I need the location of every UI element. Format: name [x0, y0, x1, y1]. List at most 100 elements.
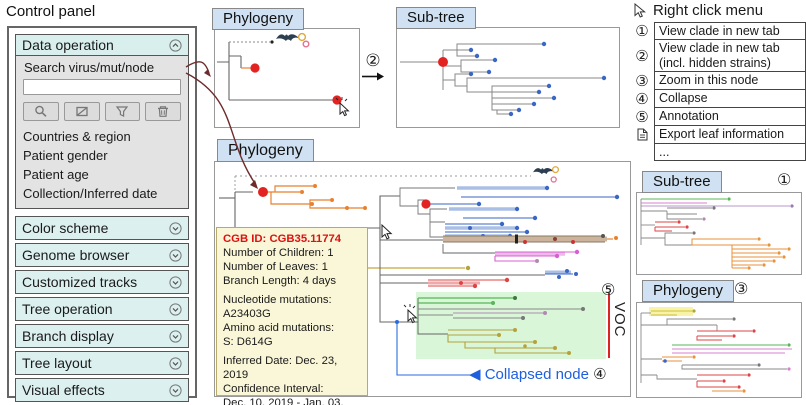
- tooltip-ci-value: Dec. 10, 2019 - Jan. 03, 2020: [223, 397, 344, 405]
- menu-item-view-clade[interactable]: ① View clade in new tab: [630, 22, 806, 41]
- menu-item-view-clade-hidden[interactable]: ② View clade in new tab (incl. hidden st…: [630, 39, 806, 73]
- tree-node-red: [332, 95, 342, 105]
- filter-item-age[interactable]: Patient age: [23, 167, 89, 182]
- chevron-down-circled-icon[interactable]: [169, 248, 182, 262]
- tooltip-branch-length: Branch Length: 4 days: [223, 275, 337, 287]
- tree-node-red: [438, 57, 448, 67]
- collapsed-branch: [396, 322, 471, 376]
- section-label: Tree operation: [22, 301, 113, 317]
- sidebar-section-customized-tracks[interactable]: Customized tracks: [15, 270, 189, 294]
- tab-phylogeny-main[interactable]: Phylogeny: [217, 139, 314, 162]
- voc-highlight-region: [416, 292, 606, 359]
- chevron-down-circled-icon[interactable]: [169, 356, 182, 370]
- chevron-down-circled-icon[interactable]: [169, 383, 182, 397]
- subtree-right-badge: ①: [777, 172, 792, 189]
- context-menu-title-text: Right click menu: [653, 2, 764, 19]
- menu-item-export-leaf[interactable]: Export leaf information: [630, 125, 806, 144]
- data-operation-body: Search virus/mut/node Cou: [16, 56, 188, 208]
- voc-label: VOC: [611, 302, 628, 338]
- chevron-down-circled-icon[interactable]: [169, 302, 182, 316]
- menu-label[interactable]: Annotation: [654, 107, 806, 127]
- chevron-down-circled-icon[interactable]: [169, 275, 182, 289]
- menu-item-zoom-node[interactable]: ③ Zoom in this node: [630, 71, 806, 91]
- menu-label[interactable]: View clade in new tab: [654, 22, 806, 41]
- sidebar-section-genome-browser[interactable]: Genome browser: [15, 243, 189, 267]
- sidebar-section-visual-effects[interactable]: Visual effects: [15, 378, 189, 402]
- phylogeny-small-panel[interactable]: [214, 28, 360, 128]
- control-panel-title: Control panel: [6, 3, 96, 20]
- tooltip-cgb-id: CGB ID: CGB35.11774: [223, 233, 342, 245]
- menu-label[interactable]: View clade in new tab (incl. hidden stra…: [654, 39, 806, 73]
- arrow-right-icon: [362, 72, 384, 81]
- tooltip-children: Number of Children: 1: [223, 247, 334, 259]
- menu-label[interactable]: Export leaf information: [654, 125, 806, 144]
- chevron-down-circled-icon[interactable]: [169, 329, 182, 343]
- cursor-icon: [634, 3, 646, 18]
- subtree-right-panel[interactable]: [636, 192, 802, 275]
- tooltip-nuc-label: Nucleotide mutations:: [223, 294, 332, 306]
- section-label: Genome browser: [22, 247, 130, 263]
- tooltip-aa-value: S: D614G: [223, 336, 273, 348]
- filter-item-gender[interactable]: Patient gender: [23, 148, 108, 163]
- control-panel: Data operation Search virus/mut/node: [7, 26, 197, 402]
- bat-icon: [276, 32, 310, 48]
- menu-marker-3: ③: [635, 73, 649, 91]
- context-menu-title: Right click menu: [634, 2, 763, 19]
- search-button[interactable]: [23, 102, 59, 121]
- tooltip-leaves: Number of Leaves: 1: [223, 261, 328, 273]
- menu-marker-2: ②: [635, 48, 649, 66]
- tree-node-red: [250, 63, 260, 73]
- data-operation-header[interactable]: Data operation: [16, 35, 188, 56]
- section-label: Color scheme: [22, 220, 109, 236]
- phylogeny-right-badge: ③: [734, 281, 749, 298]
- clear-selection-button[interactable]: [63, 102, 100, 121]
- menu-item-more[interactable]: ...: [630, 142, 806, 161]
- tab-phylogeny-small[interactable]: Phylogeny: [212, 8, 305, 30]
- menu-item-collapse[interactable]: ④ Collapse: [630, 89, 806, 109]
- phylogeny-main-panel[interactable]: ⑤ VOC ◀ Collapsed node ④: [214, 161, 631, 397]
- menu-marker-5: ⑤: [635, 109, 649, 127]
- tab-phylogeny-right[interactable]: Phylogeny: [642, 280, 735, 302]
- sidebar-section-tree-layout[interactable]: Tree layout: [15, 351, 189, 375]
- menu-marker-4: ④: [635, 91, 649, 109]
- tooltip-ci-label: Confidence Interval:: [223, 383, 324, 395]
- sidebar-section-color-scheme[interactable]: Color scheme: [15, 216, 189, 240]
- subtree-top-panel[interactable]: [396, 27, 620, 128]
- sidebar-section-branch-display[interactable]: Branch display: [15, 324, 189, 348]
- tab-subtree-right[interactable]: Sub-tree: [642, 171, 722, 193]
- section-label: Visual effects: [22, 382, 105, 398]
- collapsed-triangle-icon: ◀: [469, 366, 481, 383]
- search-label: Search virus/mut/node: [24, 60, 155, 75]
- phylogeny-main-tree: [219, 166, 620, 376]
- collapse-4-badge: ④: [593, 366, 607, 383]
- tooltip-nuc-value: A23403G: [223, 308, 271, 320]
- data-operation-section: Data operation Search virus/mut/node: [15, 34, 189, 209]
- section-label: Branch display: [22, 328, 114, 344]
- delete-button[interactable]: [145, 102, 181, 121]
- tab-subtree-top[interactable]: Sub-tree: [396, 7, 476, 29]
- chevron-up-circled-icon[interactable]: [169, 38, 182, 52]
- menu-item-annotation[interactable]: ⑤ Annotation: [630, 107, 806, 127]
- filter-item-date[interactable]: Collection/Inferred date: [23, 186, 158, 201]
- menu-label[interactable]: Collapse: [654, 89, 806, 109]
- step-2-number: ②: [365, 51, 381, 70]
- phylogeny-small-tree: [217, 32, 350, 117]
- section-label: Tree layout: [22, 355, 92, 371]
- filter-item-countries[interactable]: Countries & region: [23, 129, 131, 144]
- filter-button[interactable]: [104, 102, 141, 121]
- sidebar-section-tree-operation[interactable]: Tree operation: [15, 297, 189, 321]
- phylogeny-right-tree: [640, 307, 792, 393]
- search-input[interactable]: [23, 78, 181, 95]
- chevron-down-circled-icon[interactable]: [169, 221, 182, 235]
- step-2-indicator: ②: [361, 52, 385, 82]
- phylogeny-right-panel[interactable]: [636, 302, 802, 398]
- bat-icon: [533, 166, 560, 183]
- filter-icon: [116, 106, 129, 117]
- cursor-icon: [335, 97, 350, 117]
- search-toolbar: [23, 102, 181, 121]
- menu-marker-empty: [630, 144, 654, 161]
- trash-icon: [158, 106, 169, 117]
- menu-label[interactable]: ...: [654, 142, 806, 161]
- menu-label[interactable]: Zoom in this node: [654, 71, 806, 91]
